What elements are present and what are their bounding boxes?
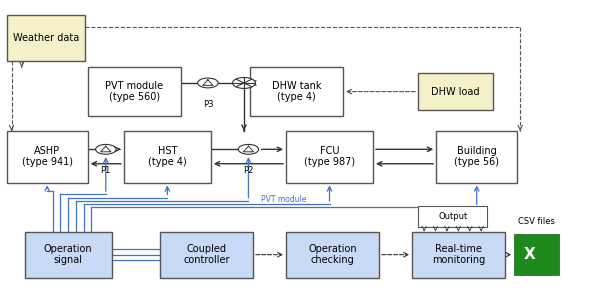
Circle shape — [238, 144, 259, 154]
Text: P3: P3 — [203, 100, 213, 109]
FancyBboxPatch shape — [286, 232, 379, 278]
FancyBboxPatch shape — [7, 15, 85, 61]
Circle shape — [197, 78, 218, 88]
Circle shape — [232, 77, 255, 88]
FancyBboxPatch shape — [250, 67, 343, 116]
FancyBboxPatch shape — [418, 73, 493, 110]
Text: X: X — [523, 247, 535, 262]
FancyBboxPatch shape — [124, 130, 211, 182]
Text: Coupled
controller: Coupled controller — [183, 244, 229, 265]
Text: Operation
checking: Operation checking — [308, 244, 357, 265]
Text: PVT module: PVT module — [261, 195, 306, 204]
FancyBboxPatch shape — [418, 206, 487, 227]
Circle shape — [96, 144, 116, 154]
Text: PVT module
(type 560): PVT module (type 560) — [105, 81, 163, 102]
Text: HST
(type 4): HST (type 4) — [148, 146, 187, 167]
FancyBboxPatch shape — [514, 235, 559, 275]
Text: DHW tank
(type 4): DHW tank (type 4) — [272, 81, 321, 102]
Text: Operation
signal: Operation signal — [44, 244, 93, 265]
Text: Real-time
monitoring: Real-time monitoring — [432, 244, 485, 265]
Text: CSV files: CSV files — [518, 217, 555, 226]
Text: Weather data: Weather data — [13, 33, 79, 43]
FancyBboxPatch shape — [25, 232, 112, 278]
Text: P2: P2 — [243, 166, 253, 175]
Text: Building
(type 56): Building (type 56) — [454, 146, 499, 167]
FancyBboxPatch shape — [7, 130, 88, 182]
Text: Output: Output — [438, 212, 467, 221]
FancyBboxPatch shape — [412, 232, 505, 278]
Text: P1: P1 — [101, 166, 111, 175]
FancyBboxPatch shape — [436, 130, 517, 182]
Text: FCU
(type 987): FCU (type 987) — [304, 146, 355, 167]
Text: ASHP
(type 941): ASHP (type 941) — [22, 146, 73, 167]
Text: DHW load: DHW load — [432, 87, 480, 97]
FancyBboxPatch shape — [160, 232, 253, 278]
FancyBboxPatch shape — [286, 130, 373, 182]
FancyBboxPatch shape — [88, 67, 181, 116]
